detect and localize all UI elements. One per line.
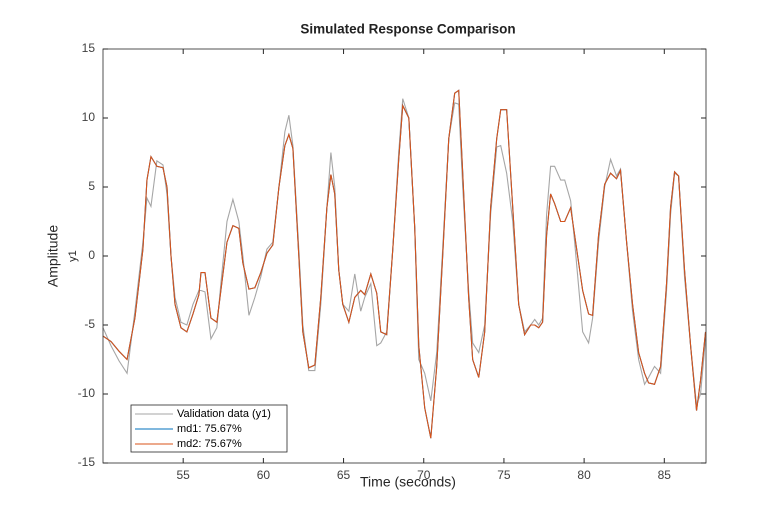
axes-box	[102, 48, 707, 464]
y-tick-label: -15	[78, 455, 96, 469]
legend-label: md1: 75.67%	[177, 423, 242, 435]
y-tick-label: -10	[78, 386, 96, 400]
y-tick-label: -5	[84, 317, 95, 331]
x-tick-label: 60	[257, 468, 271, 482]
y-tick-label: 10	[82, 110, 96, 124]
x-tick-label: 75	[497, 468, 511, 482]
legend-label: md2: 75.67%	[177, 438, 242, 450]
chart-title: Simulated Response Comparison	[300, 22, 515, 37]
x-tick-label: 85	[658, 468, 672, 482]
y-tick-label: 15	[82, 41, 96, 55]
x-tick-label: 55	[177, 468, 191, 482]
y-axis-sublabel: y1	[67, 250, 79, 262]
x-axis-label: Time (seconds)	[360, 474, 456, 490]
y-axis-label: Amplitude	[45, 225, 61, 287]
y-tick-label: 0	[88, 248, 95, 262]
series-line	[102, 89, 707, 439]
x-tick-label: 65	[337, 468, 351, 482]
legend-label: Validation data (y1)	[177, 408, 271, 420]
x-tick-label: 70	[417, 468, 431, 482]
y-tick-label: 5	[88, 179, 95, 193]
plot-area	[103, 49, 706, 463]
x-tick-label: 80	[577, 468, 591, 482]
